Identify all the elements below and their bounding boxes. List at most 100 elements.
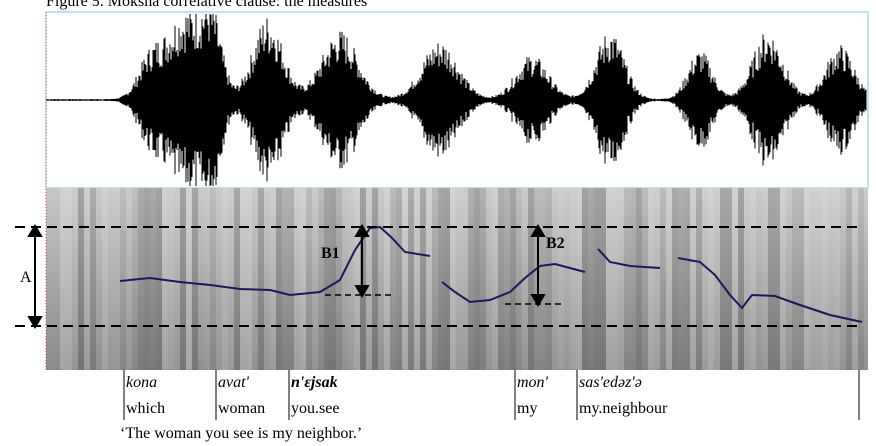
spectrogram-band bbox=[312, 188, 318, 370]
spectrogram-band bbox=[624, 188, 630, 370]
spectrogram-band bbox=[120, 188, 126, 370]
word: sas'edəz'ə bbox=[579, 374, 642, 392]
gloss: you.see bbox=[291, 400, 339, 418]
spectrogram-band bbox=[516, 188, 522, 370]
spectrogram-band bbox=[642, 188, 648, 370]
spectrogram-band bbox=[840, 188, 846, 370]
spectrogram-band bbox=[576, 188, 582, 370]
spectrogram-band bbox=[666, 188, 672, 370]
spectrogram-band bbox=[66, 188, 72, 370]
spectrogram-band bbox=[72, 188, 78, 370]
spectrogram-band bbox=[114, 188, 120, 370]
caption: Figure 5. Moksha correlative clause: the… bbox=[46, 0, 367, 10]
spectrogram-band bbox=[330, 188, 336, 370]
spectrogram-band bbox=[204, 188, 210, 370]
spectrogram-band bbox=[270, 188, 276, 370]
spectrogram-band bbox=[426, 188, 432, 370]
spectrogram-band bbox=[678, 188, 684, 370]
gloss: my.neighbour bbox=[579, 400, 667, 418]
free-translation: ‘The woman you see is my neighbor.’ bbox=[120, 425, 362, 443]
spectrogram-band bbox=[348, 188, 354, 370]
spectrogram-band bbox=[546, 188, 552, 370]
spectrogram-band bbox=[852, 188, 858, 370]
spectrogram-band bbox=[168, 188, 174, 370]
spectrogram-band bbox=[582, 188, 588, 370]
spectrogram-band bbox=[486, 188, 492, 370]
spectrogram-band bbox=[180, 188, 186, 370]
spectrogram-band bbox=[768, 188, 774, 370]
spectrogram-band bbox=[726, 188, 732, 370]
figure: Figure 5. Moksha correlative clause: the… bbox=[0, 0, 876, 446]
spectrogram-band bbox=[648, 188, 654, 370]
spectrogram-band bbox=[414, 188, 420, 370]
spectrogram-band bbox=[834, 188, 840, 370]
spectrogram-band bbox=[420, 188, 426, 370]
spectrogram-band bbox=[480, 188, 486, 370]
spectrogram-band bbox=[792, 188, 798, 370]
spectrogram-band bbox=[864, 188, 870, 370]
spectrogram-band bbox=[378, 188, 384, 370]
spectrogram-band bbox=[408, 188, 414, 370]
spectrogram-band bbox=[762, 188, 768, 370]
spectrogram-band bbox=[600, 188, 606, 370]
spectrogram-band bbox=[402, 188, 408, 370]
spectrogram-band bbox=[198, 188, 204, 370]
spectrogram-band bbox=[456, 188, 462, 370]
spectrogram-band bbox=[774, 188, 780, 370]
spectrogram-band bbox=[366, 188, 372, 370]
spectrogram-band bbox=[282, 188, 288, 370]
spectrogram-band bbox=[240, 188, 246, 370]
spectrogram-band bbox=[636, 188, 642, 370]
spectrogram-band bbox=[438, 188, 444, 370]
spectrogram-band bbox=[588, 188, 594, 370]
spectrogram-band bbox=[396, 188, 402, 370]
spectrogram-band bbox=[318, 188, 324, 370]
spectrogram-band bbox=[858, 188, 864, 370]
spectrogram-band bbox=[246, 188, 252, 370]
spectrogram-band bbox=[294, 188, 300, 370]
spectrogram-band bbox=[822, 188, 828, 370]
spectrogram-band bbox=[90, 188, 96, 370]
spectrogram-band bbox=[498, 188, 504, 370]
spectrogram-band bbox=[672, 188, 678, 370]
spectrogram-band bbox=[210, 188, 216, 370]
spectrogram-band bbox=[738, 188, 744, 370]
spectrogram-band bbox=[684, 188, 690, 370]
spectrogram-band bbox=[102, 188, 108, 370]
spectrogram-band bbox=[390, 188, 396, 370]
word: kona bbox=[126, 374, 157, 392]
spectrogram-band bbox=[540, 188, 546, 370]
spectrogram-band bbox=[612, 188, 618, 370]
spectrogram-band bbox=[816, 188, 822, 370]
spectrogram-band bbox=[264, 188, 270, 370]
spectrogram-band bbox=[696, 188, 702, 370]
spectrogram-band bbox=[660, 188, 666, 370]
spectrogram-band bbox=[192, 188, 198, 370]
spectrogram-band bbox=[744, 188, 750, 370]
word: avat' bbox=[218, 374, 249, 392]
label-b2: B2 bbox=[546, 235, 565, 252]
spectrogram-band bbox=[60, 188, 66, 370]
spectrogram-band bbox=[276, 188, 282, 370]
spectrogram-band bbox=[96, 188, 102, 370]
spectrogram-band bbox=[756, 188, 762, 370]
spectrogram-band bbox=[798, 188, 804, 370]
spectrogram-band bbox=[552, 188, 558, 370]
spectrogram-band bbox=[492, 188, 498, 370]
gloss: my bbox=[517, 400, 537, 418]
spectrogram-band bbox=[690, 188, 696, 370]
spectrogram-band bbox=[174, 188, 180, 370]
spectrogram-band bbox=[108, 188, 114, 370]
spectrogram-band bbox=[732, 188, 738, 370]
spectrogram-band bbox=[786, 188, 792, 370]
spectrogram-band bbox=[354, 188, 360, 370]
spectrogram-band bbox=[630, 188, 636, 370]
spectrogram-band bbox=[300, 188, 306, 370]
spectrogram-band bbox=[372, 188, 378, 370]
spectrogram-band bbox=[780, 188, 786, 370]
spectrogram-band bbox=[216, 188, 222, 370]
label-a: A bbox=[20, 269, 32, 286]
spectrogram-band bbox=[186, 188, 192, 370]
spectrogram-band bbox=[810, 188, 816, 370]
spectrogram-band bbox=[564, 188, 570, 370]
